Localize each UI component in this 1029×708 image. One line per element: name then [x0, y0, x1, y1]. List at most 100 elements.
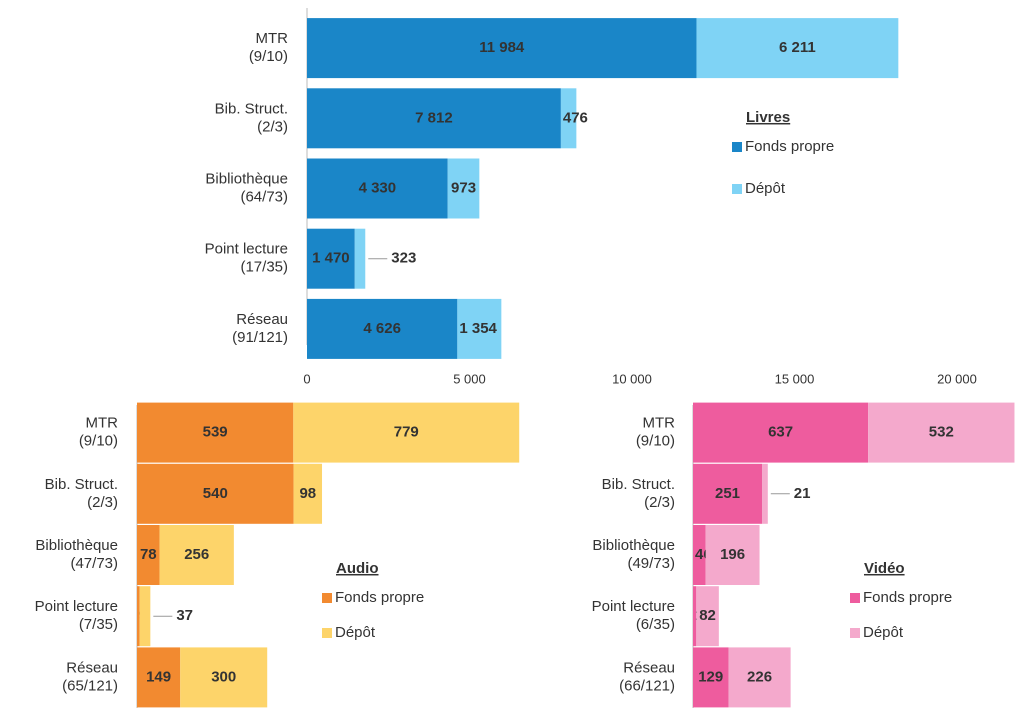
category-label: Point lecture: [35, 598, 118, 615]
category-label: (2/3): [644, 494, 675, 511]
category-label: MTR: [643, 415, 676, 432]
x-tick-label: 10 000: [612, 371, 652, 386]
value-label: 637: [768, 424, 793, 441]
value-label: 779: [394, 424, 419, 441]
value-label: 196: [720, 546, 745, 563]
value-label: 4 330: [359, 179, 397, 196]
bar-segment: [868, 402, 1015, 463]
category-label: (47/73): [70, 555, 118, 572]
value-label: 21: [794, 485, 811, 502]
legend-title: Vidéo: [864, 560, 905, 577]
bar-segment: [139, 586, 151, 647]
bar-segment: [696, 18, 899, 79]
bar-segment: [159, 525, 234, 585]
category-label: Réseau: [66, 659, 118, 676]
category-label: (17/35): [240, 259, 288, 276]
value-label: 251: [715, 485, 740, 502]
value-label: 532: [929, 424, 954, 441]
bar-segment: [457, 298, 502, 359]
legend-swatch: [850, 593, 860, 603]
category-label: (9/10): [636, 433, 675, 450]
category-label: Bib. Struct.: [215, 100, 288, 117]
value-label: 11 984: [479, 39, 525, 56]
legend-title: Audio: [336, 560, 379, 577]
value-label: 226: [747, 668, 772, 685]
bar-segment: [307, 298, 458, 359]
value-label: 129: [698, 668, 723, 685]
chart: MTR(9/10) 637 532 Bib. Struct.(2/3) 251 21 Bib…: [592, 402, 1015, 708]
value-label: 78: [140, 546, 157, 563]
bar-segment: [307, 18, 697, 79]
category-label: (7/35): [79, 616, 118, 633]
value-label: 539: [203, 424, 228, 441]
bar-segment: [307, 228, 355, 289]
bar-segment: [354, 228, 366, 289]
value-label: 323: [391, 250, 416, 267]
bar-segment: [693, 525, 706, 585]
bar-segment: [693, 647, 729, 708]
category-label: (91/121): [232, 329, 288, 346]
legend-swatch: [322, 628, 332, 638]
category-label: Bibliothèque: [592, 537, 675, 554]
bar-segment: [728, 647, 791, 708]
category-label: (66/121): [619, 677, 675, 694]
category-label: (49/73): [627, 555, 675, 572]
legend-label: Fonds propre: [745, 138, 834, 155]
value-label: 476: [563, 109, 588, 126]
bar-segment: [307, 88, 561, 149]
bar-segment: [307, 158, 448, 219]
value-label: 6 211: [779, 39, 816, 56]
bar-segment: [447, 158, 480, 219]
category-label: (2/3): [257, 118, 288, 135]
category-label: Bib. Struct.: [602, 476, 675, 493]
value-label: 973: [451, 179, 476, 196]
value-label: 7 812: [415, 109, 453, 126]
bar-segment: [693, 402, 869, 463]
legend-title: Livres: [746, 109, 790, 126]
category-label: Bibliothèque: [205, 170, 288, 187]
bar-segment: [693, 463, 763, 524]
bar-segment: [137, 586, 140, 647]
x-tick-label: 0: [303, 371, 310, 386]
category-label: Réseau: [623, 659, 675, 676]
category-label: (65/121): [62, 677, 118, 694]
value-label: 37: [176, 607, 193, 624]
bar-segment: [137, 463, 294, 524]
legend-label: Fonds propre: [863, 589, 952, 606]
category-label: MTR: [86, 415, 119, 432]
value-label: 256: [184, 546, 209, 563]
value-label: 300: [211, 668, 236, 685]
category-label: Bib. Struct.: [45, 476, 118, 493]
legend-swatch: [732, 184, 742, 194]
bar-segment: [137, 647, 181, 708]
bar-segment: [137, 402, 294, 463]
bar-segment: [705, 525, 760, 585]
bar-segment: [293, 463, 323, 524]
bar-segment: [696, 586, 719, 647]
bar-segment: [293, 402, 520, 463]
value-label: 1 470: [312, 250, 350, 267]
value-label: 1 354: [459, 320, 497, 337]
value-label: 98: [299, 485, 316, 502]
category-label: (9/10): [249, 48, 288, 65]
bar-segment: [762, 463, 768, 524]
value-label: 540: [203, 485, 228, 502]
category-label: Point lecture: [592, 598, 675, 615]
category-label: (6/35): [636, 616, 675, 633]
category-label: Point lecture: [205, 241, 288, 258]
legend-label: Dépôt: [335, 624, 376, 641]
bar-segment: [560, 88, 577, 149]
category-label: Réseau: [236, 311, 288, 328]
category-label: Bibliothèque: [35, 537, 118, 554]
category-label: (64/73): [240, 188, 288, 205]
bar-segment: [137, 525, 160, 585]
legend-swatch: [732, 142, 742, 152]
legend-swatch: [322, 593, 332, 603]
chart: 0 5 000 10 000 15 000 20 000 MTR(9/10) 11 984 6…: [205, 8, 977, 386]
category-label: (2/3): [87, 494, 118, 511]
bar-segment: [180, 647, 268, 708]
legend-label: Dépôt: [863, 624, 904, 641]
legend-swatch: [850, 628, 860, 638]
chart: MTR(9/10) 539 779 Bib. Struct.(2/3) 540 98 Bib…: [35, 402, 520, 708]
